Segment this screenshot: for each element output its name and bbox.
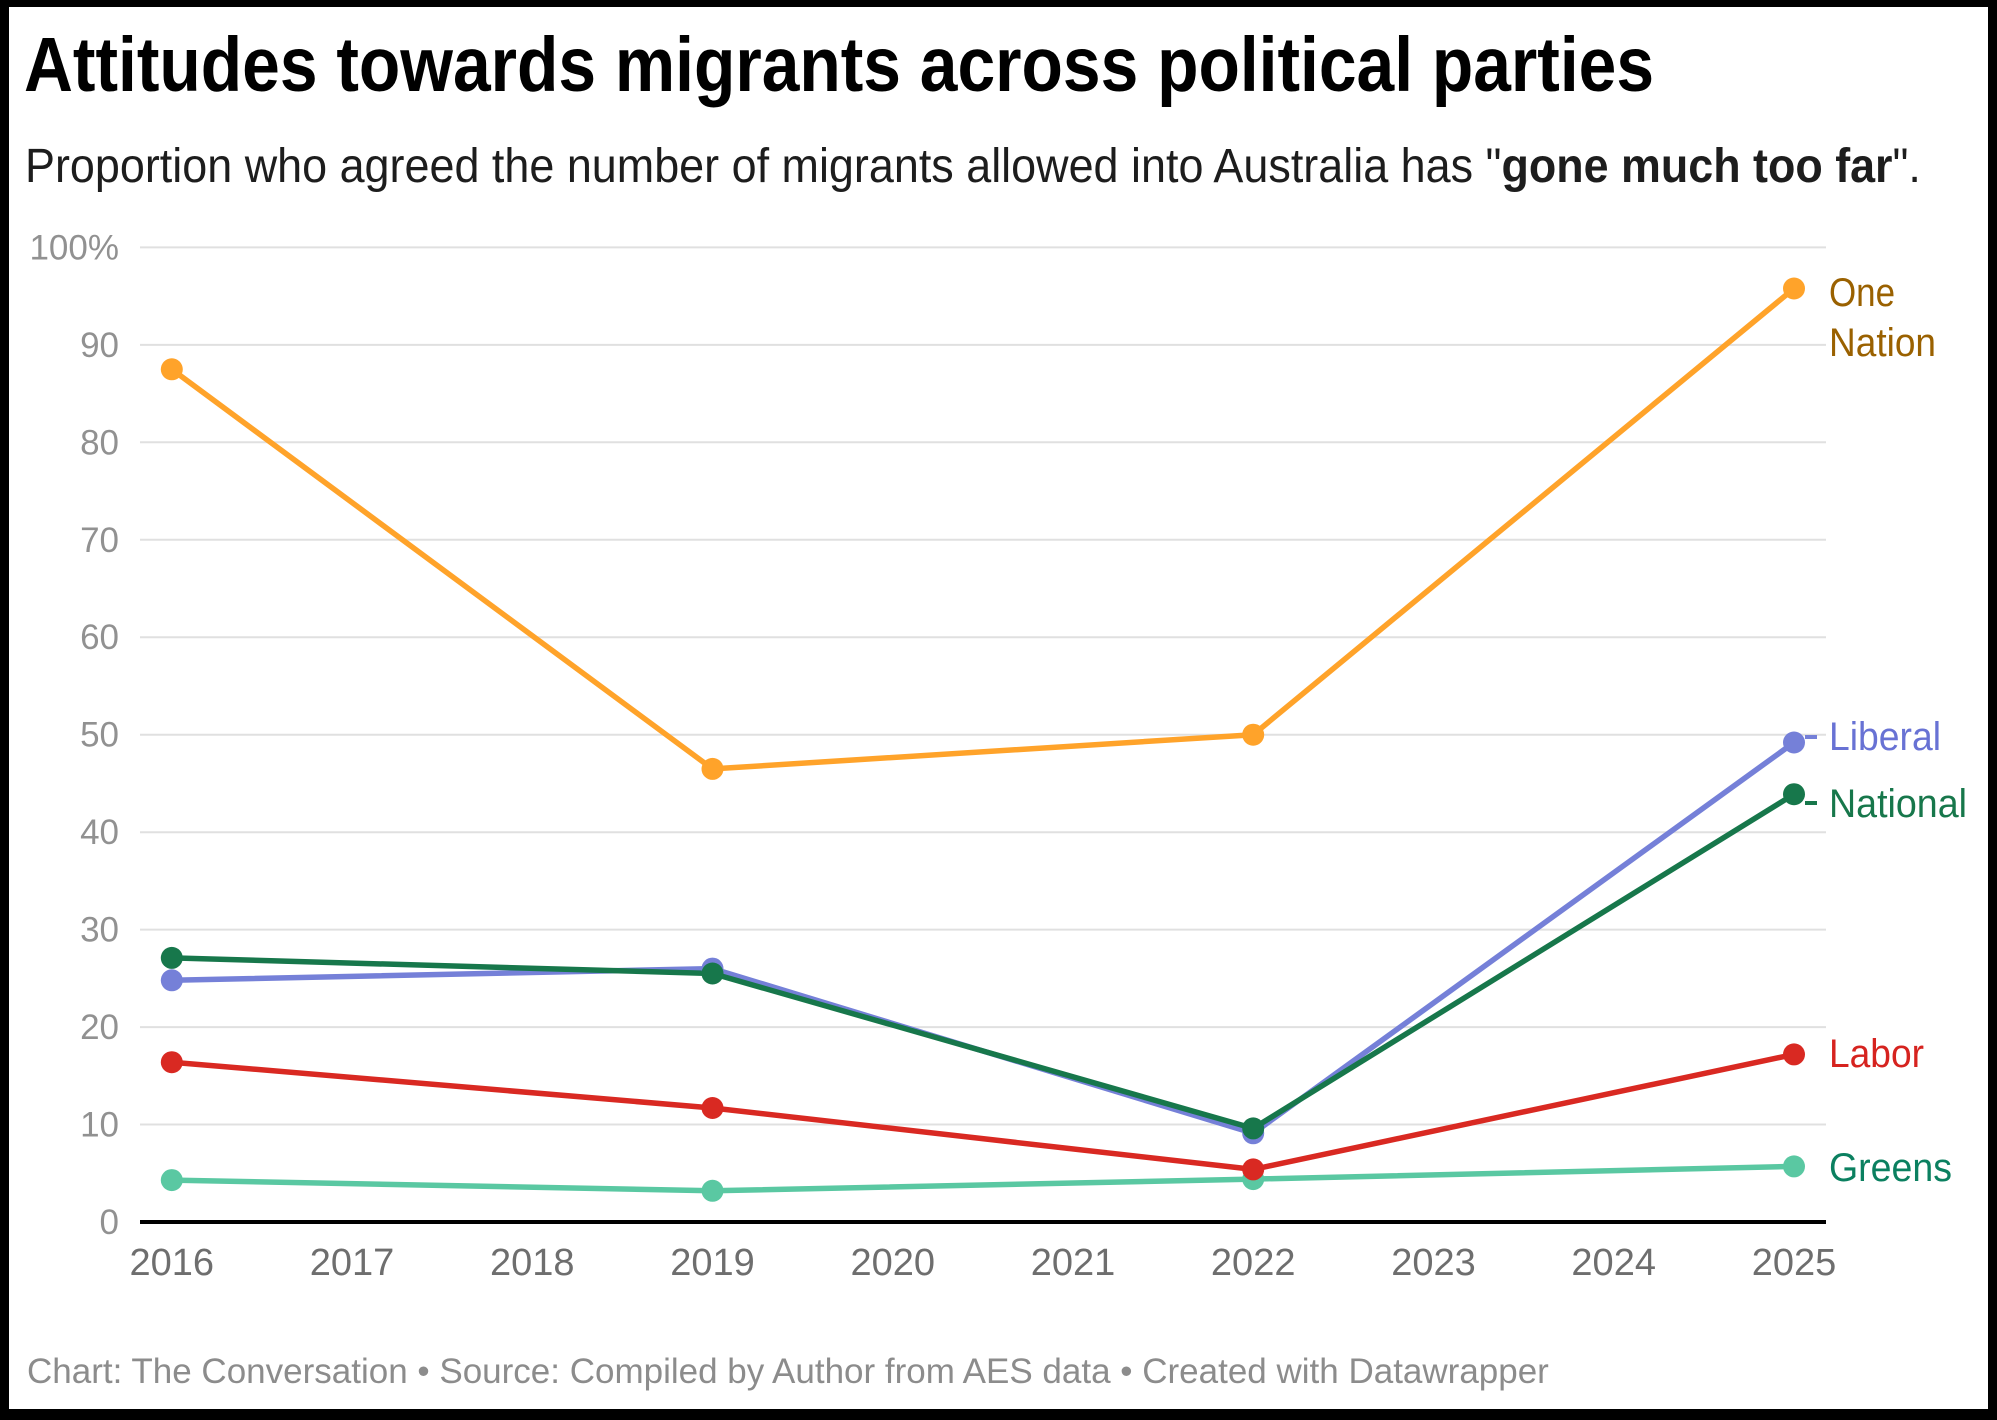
svg-text:80: 80 <box>80 423 119 462</box>
svg-text:2021: 2021 <box>1031 1242 1116 1284</box>
svg-text:Nation: Nation <box>1829 321 1936 365</box>
svg-text:0: 0 <box>100 1203 119 1242</box>
svg-text:Attitudes towards migrants acr: Attitudes towards migrants across politi… <box>24 22 1654 108</box>
svg-text:One: One <box>1829 271 1895 315</box>
svg-text:50: 50 <box>80 716 119 755</box>
svg-text:20: 20 <box>80 1008 119 1047</box>
svg-text:Liberal: Liberal <box>1829 715 1941 759</box>
svg-text:2024: 2024 <box>1571 1242 1656 1284</box>
svg-text:Chart: The Conversation • Sour: Chart: The Conversation • Source: Compil… <box>27 1352 1549 1391</box>
svg-text:Greens: Greens <box>1829 1146 1952 1190</box>
svg-text:2022: 2022 <box>1211 1242 1296 1284</box>
svg-text:2023: 2023 <box>1391 1242 1476 1284</box>
svg-text:40: 40 <box>80 813 119 852</box>
svg-text:Labor: Labor <box>1829 1032 1924 1076</box>
svg-text:2025: 2025 <box>1752 1242 1837 1284</box>
svg-text:70: 70 <box>80 521 119 560</box>
svg-text:2018: 2018 <box>490 1242 575 1284</box>
svg-text:Proportion who agreed the numb: Proportion who agreed the number of migr… <box>25 140 1502 193</box>
svg-text:100%: 100% <box>29 228 119 267</box>
svg-text:10: 10 <box>80 1106 119 1145</box>
svg-text:30: 30 <box>80 911 119 950</box>
svg-text:60: 60 <box>80 618 119 657</box>
svg-text:90: 90 <box>80 326 119 365</box>
svg-text:".: ". <box>1893 140 1921 193</box>
svg-text:2020: 2020 <box>851 1242 936 1284</box>
svg-text:National: National <box>1829 782 1967 826</box>
svg-text:2016: 2016 <box>130 1242 215 1284</box>
svg-text:2017: 2017 <box>310 1242 395 1284</box>
svg-text:2019: 2019 <box>670 1242 755 1284</box>
svg-text:gone much too far: gone much too far <box>1502 140 1893 193</box>
